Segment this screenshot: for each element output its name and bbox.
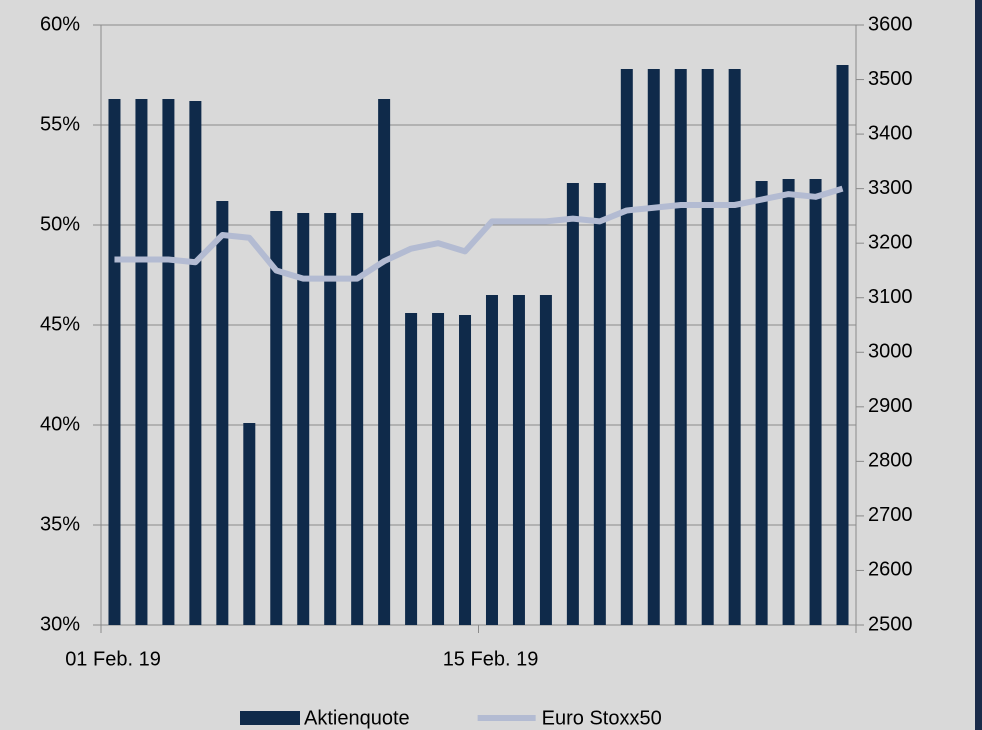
bar — [620, 69, 633, 625]
y-tick-label: 50% — [40, 213, 80, 235]
bar — [674, 69, 687, 625]
bar — [782, 179, 795, 625]
y-tick-label: 40% — [40, 413, 80, 435]
bar — [297, 213, 310, 625]
y-tick-label: 35% — [40, 513, 80, 535]
bar — [216, 201, 229, 625]
y2-tick-label: 3100 — [868, 286, 913, 308]
bar — [324, 213, 337, 625]
bar — [836, 65, 849, 625]
y2-tick-label: 3300 — [868, 177, 913, 199]
bar — [243, 423, 256, 625]
side-stripe — [975, 0, 982, 730]
y2-tick-label: 3000 — [868, 341, 913, 363]
bar — [701, 69, 714, 625]
bar — [108, 99, 121, 625]
y2-tick-label: 2600 — [868, 559, 913, 581]
bar — [566, 183, 579, 625]
y-tick-label: 45% — [40, 313, 80, 335]
bar — [270, 211, 283, 625]
bar — [755, 181, 768, 625]
bar — [647, 69, 660, 625]
y2-tick-label: 3200 — [868, 231, 913, 253]
y2-tick-label: 2500 — [868, 613, 913, 635]
y-tick-label: 30% — [40, 613, 80, 635]
line — [114, 185, 844, 282]
x-tick-label: 01 Feb. 19 — [65, 648, 161, 670]
y2-tick-label: 2900 — [868, 395, 913, 417]
legend-label: Aktienquote — [304, 707, 410, 729]
bar — [351, 213, 364, 625]
bar — [432, 313, 445, 625]
legend-swatch — [240, 711, 300, 725]
bar — [728, 69, 741, 625]
bar — [162, 99, 175, 625]
bar — [512, 295, 525, 625]
y2-tick-label: 2700 — [868, 504, 913, 526]
bar — [809, 179, 822, 625]
bar — [378, 99, 391, 625]
y2-tick-label: 3500 — [868, 68, 913, 90]
bar — [189, 101, 202, 625]
y2-tick-label: 2800 — [868, 450, 913, 472]
bar — [539, 295, 552, 625]
y2-tick-label: 3400 — [868, 122, 913, 144]
bar — [405, 313, 418, 625]
y-tick-label: 60% — [40, 13, 80, 35]
bar — [135, 99, 148, 625]
y-tick-label: 55% — [40, 113, 80, 135]
bar — [485, 295, 498, 625]
bar — [459, 315, 472, 625]
legend-label: Euro Stoxx50 — [542, 707, 662, 729]
bar — [593, 183, 606, 625]
x-tick-label: 15 Feb. 19 — [443, 648, 539, 670]
y2-tick-label: 3600 — [868, 13, 913, 35]
